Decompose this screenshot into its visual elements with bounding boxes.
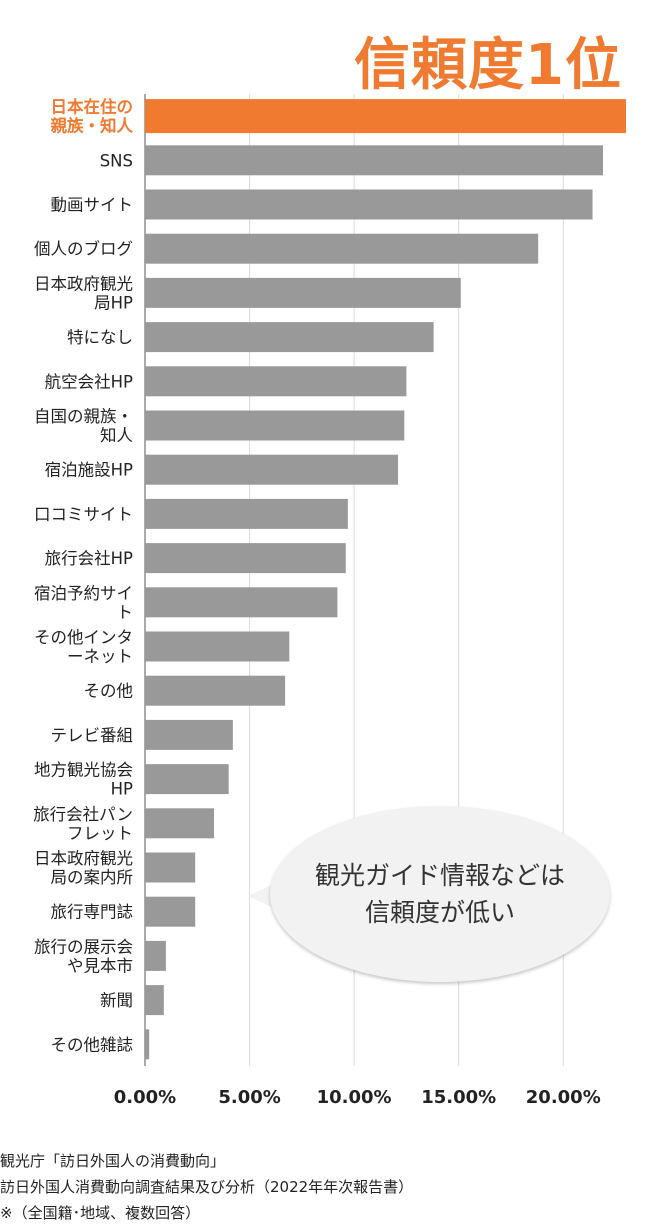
bar [145, 719, 233, 750]
category-label: テレビ番組 [51, 726, 134, 745]
category-label-line: 親族・知人 [51, 116, 134, 136]
category-label: 特になし [67, 328, 133, 347]
category-label: 個人のブログ [34, 239, 133, 259]
category-label-line: 特になし [67, 328, 133, 347]
category-label: 旅行の展示会や見本市 [34, 937, 133, 975]
category-label: 日本政府観光局の案内所 [34, 849, 133, 887]
category-label-line: その他雑誌 [51, 1035, 134, 1054]
category-label-line: その他インタ [34, 628, 133, 647]
category-label-line: 知人 [100, 426, 133, 445]
category-label-line: 旅行専門誌 [51, 903, 134, 922]
bar [145, 896, 196, 927]
source-line-3: ※（全国籍･地域、複数回答） [0, 1204, 201, 1222]
bar [145, 631, 290, 662]
bar [145, 808, 215, 839]
callout-text: 観光ガイド情報などは 信頼度が低い [270, 806, 610, 982]
bar [145, 675, 286, 706]
bar [145, 764, 229, 795]
bar [145, 322, 434, 353]
category-label: 動画サイト [51, 196, 134, 215]
category-label-line: 新聞 [100, 991, 133, 1010]
callout-line-2: 信頼度が低い [364, 898, 515, 927]
category-label: 口コミサイト [34, 505, 133, 524]
category-label-line: 航空会社HP [45, 372, 133, 391]
bar [145, 940, 166, 971]
x-tick-label: 15.00% [421, 1087, 496, 1108]
category-label-line: 宿泊予約サイ [34, 584, 133, 603]
category-label: 新聞 [100, 991, 133, 1010]
bar [145, 985, 164, 1016]
category-label-line: 日本政府観光 [34, 849, 133, 868]
category-label-line: 局の案内所 [51, 868, 134, 887]
x-tick-label: 20.00% [526, 1087, 601, 1108]
category-label-line: テレビ番組 [51, 726, 134, 745]
category-label-line: 口コミサイト [34, 505, 133, 524]
category-label-line: 旅行会社パン [33, 805, 133, 824]
category-label: 自国の親族・知人 [34, 407, 133, 445]
category-label-line: HP [111, 780, 133, 799]
category-label-line: ト [117, 603, 134, 622]
category-label: 地方観光協会 HP [34, 761, 133, 799]
bar [145, 543, 346, 574]
source-line-1: 観光庁「訪日外国人の消費動向」 [0, 1152, 226, 1170]
bar-chart: 日本在住の親族・知人SNS動画サイト個人のブログ日本政府観光局HP特になし航空会… [33, 94, 626, 1108]
bar [145, 454, 399, 485]
category-label-line: 個人のブログ [34, 239, 133, 259]
category-label: 旅行専門誌 [51, 903, 134, 922]
bar [145, 410, 405, 441]
category-label: 航空会社HP [45, 372, 133, 391]
category-label-line: SNS [100, 151, 133, 170]
category-label-line: 日本政府観光 [34, 274, 133, 293]
x-tick-label: 0.00% [114, 1087, 176, 1108]
category-label: その他雑誌 [51, 1035, 134, 1054]
bar [145, 366, 407, 397]
source-line-2: 訪日外国人消費動向調査結果及び分析（2022年年次報告書） [0, 1178, 414, 1196]
category-label-line: フレット [67, 824, 133, 843]
bar [145, 277, 461, 308]
headline: 信頼度1位 [354, 33, 622, 98]
category-label-line: や見本市 [67, 956, 133, 975]
category-label-line: 宿泊施設HP [45, 461, 133, 480]
x-tick-label: 10.00% [317, 1087, 392, 1108]
bar [145, 145, 603, 176]
bar [145, 1029, 150, 1060]
category-label-line: ーネット [67, 647, 133, 666]
bar [145, 587, 338, 618]
bar-highlight [145, 99, 626, 134]
category-label-line: 自国の親族・ [34, 407, 133, 426]
category-label-line: 日本在住の [51, 97, 134, 117]
callout-line-1: 観光ガイド情報などは [314, 860, 565, 890]
bar [145, 852, 196, 883]
category-label: SNS [100, 151, 133, 170]
category-label: その他 [84, 682, 134, 701]
category-label: 旅行会社パンフレット [33, 805, 133, 843]
category-label: 宿泊予約サイト [34, 584, 133, 622]
bar [145, 498, 348, 529]
source-note: 観光庁「訪日外国人の消費動向」 訪日外国人消費動向調査結果及び分析（2022年年… [0, 1148, 413, 1226]
category-label: 宿泊施設HP [45, 461, 133, 480]
category-label-line: 地方観光協会 [34, 761, 133, 780]
category-label: その他インターネット [34, 628, 133, 666]
x-tick-label: 5.00% [218, 1087, 280, 1108]
category-label-line: 旅行会社HP [45, 549, 133, 568]
bar [145, 233, 539, 264]
category-label: 旅行会社HP [45, 549, 133, 568]
category-label-line: 旅行の展示会 [34, 937, 133, 956]
category-label: 日本政府観光局HP [34, 274, 133, 312]
category-label: 日本在住の親族・知人 [51, 97, 134, 136]
callout-bubble [270, 806, 610, 982]
bar [145, 189, 593, 220]
category-label-line: 動画サイト [51, 196, 134, 215]
category-label-line: 局HP [94, 293, 133, 312]
category-label-line: その他 [84, 682, 134, 701]
